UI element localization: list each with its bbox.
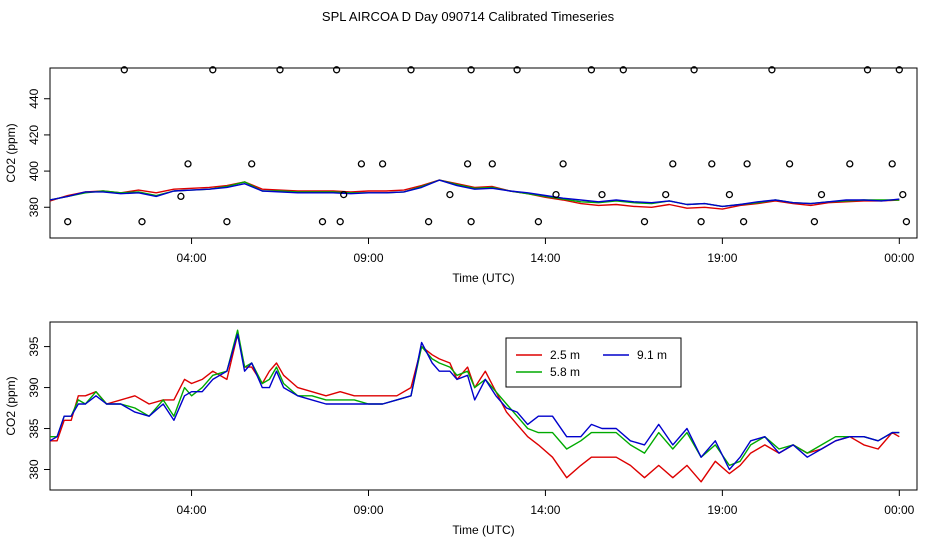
legend-label: 9.1 m (637, 348, 667, 362)
data-point-marker (697, 218, 705, 226)
data-point-marker (902, 218, 911, 226)
x-tick-label: 00:00 (884, 503, 914, 517)
data-point-marker (248, 160, 256, 168)
data-point-marker (863, 66, 872, 74)
legend-label: 2.5 m (550, 348, 580, 362)
data-point-marker (276, 66, 284, 74)
data-point-marker (177, 192, 185, 201)
data-point-marker (357, 160, 366, 168)
data-point-marker (662, 190, 670, 199)
data-point-marker (467, 66, 475, 74)
y-axis-label: CO2 (ppm) (4, 123, 18, 182)
data-point-marker (407, 66, 415, 74)
data-point-marker (640, 218, 649, 226)
x-tick-label: 14:00 (530, 251, 560, 265)
data-point-marker (619, 66, 627, 74)
data-point-marker (378, 160, 387, 168)
x-tick-label: 19:00 (707, 251, 737, 265)
data-point-marker (209, 66, 217, 74)
data-point-marker (888, 160, 896, 168)
data-point-marker (810, 218, 819, 226)
data-point-marker (138, 218, 146, 226)
data-point-marker (184, 160, 192, 168)
data-point-marker (64, 218, 72, 226)
data-point-marker (552, 190, 560, 199)
series-line-5-8-m (50, 179, 900, 208)
data-point-marker (817, 190, 826, 199)
data-point-marker (846, 160, 854, 168)
legend-box (505, 337, 682, 388)
chart-panel-bottom: 04:00 09:00 14:00 19:00 00:00 380 385 390 395 Tim… (4, 321, 918, 537)
x-tick-label: 14:00 (530, 503, 560, 517)
data-point-marker (446, 190, 454, 199)
x-axis-label: Time (UTC) (452, 523, 514, 537)
y-tick-label: 385 (27, 418, 41, 438)
x-tick-label: 04:00 (177, 503, 207, 517)
data-point-marker (587, 66, 596, 74)
x-tick-label: 09:00 (353, 503, 383, 517)
legend: 2.5 m 5.8 m 9.1 m (505, 337, 682, 388)
plot-frame (49, 67, 918, 239)
data-point-marker (899, 190, 907, 199)
series-line-9-1-m (50, 179, 900, 208)
y-tick-label: 380 (27, 197, 41, 217)
series-line-9-1-m (50, 333, 900, 471)
data-point-marker (895, 66, 903, 74)
data-point-marker (513, 66, 521, 74)
series-line-2-5-m (50, 333, 900, 483)
data-point-marker (223, 218, 231, 226)
data-point-marker (785, 160, 794, 168)
x-tick-label: 09:00 (353, 251, 383, 265)
y-tick-label: 440 (27, 88, 41, 108)
x-tick-label: 04:00 (177, 251, 207, 265)
data-point-marker (467, 218, 475, 226)
y-tick-label: 395 (27, 336, 41, 356)
data-point-marker (332, 66, 341, 74)
y-tick-label: 420 (27, 125, 41, 145)
data-point-marker (318, 218, 327, 226)
data-point-marker (739, 218, 748, 226)
chart-panel-top: 04:00 09:00 14:00 19:00 00:00 380 400 420 440 Tim… (4, 66, 918, 285)
y-tick-label: 390 (27, 377, 41, 397)
x-tick-label: 00:00 (884, 251, 914, 265)
y-tick-label: 400 (27, 161, 41, 181)
data-point-marker (488, 160, 496, 168)
y-axis-label: CO2 (ppm) (4, 376, 18, 435)
data-point-marker (463, 160, 472, 168)
data-point-marker (559, 160, 567, 168)
data-point-marker (743, 160, 751, 168)
data-point-marker (768, 66, 776, 74)
data-point-marker (708, 160, 716, 168)
data-point-marker (336, 218, 344, 226)
page-title: SPL AIRCOA D Day 090714 Calibrated Times… (321, 9, 615, 24)
series-line-5-8-m (50, 329, 900, 467)
data-point-marker (690, 66, 698, 74)
x-tick-label: 19:00 (707, 503, 737, 517)
data-point-marker (598, 190, 606, 199)
data-point-marker (669, 160, 677, 168)
data-point-marker (120, 66, 128, 74)
data-point-marker (725, 190, 734, 199)
data-point-marker (534, 218, 543, 226)
series-line-2-5-m (50, 179, 900, 210)
data-point-marker (424, 218, 433, 226)
y-tick-label: 380 (27, 459, 41, 479)
plot-frame (49, 321, 918, 491)
legend-label: 5.8 m (550, 365, 580, 379)
x-axis-label: Time (UTC) (452, 271, 514, 285)
data-point-marker (340, 190, 348, 199)
